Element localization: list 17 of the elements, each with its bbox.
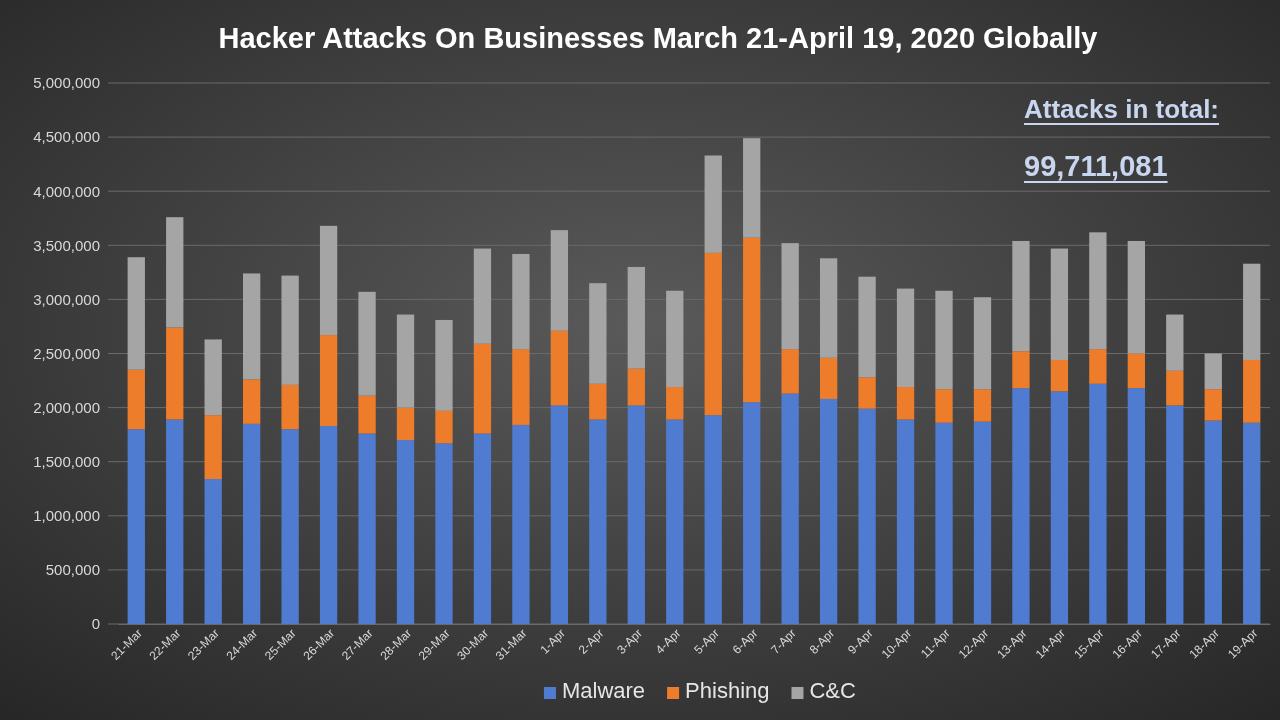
annotation: Attacks in total: — [1024, 94, 1220, 124]
y-tick-label: 3,500,000 — [33, 236, 100, 254]
y-tick-label: 4,000,000 — [33, 182, 100, 200]
y-tick-label: 1,000,000 — [33, 507, 100, 525]
legend-label: Malware — [561, 678, 646, 703]
y-tick-label: 0 — [91, 615, 100, 633]
legend-label: Phishing — [685, 678, 770, 703]
y-tick-label: 1,500,000 — [33, 453, 100, 470]
legend-label: C&C — [809, 678, 857, 703]
y-tick-label: 2,000,000 — [33, 398, 100, 416]
chart-title: Hacker Attacks On Businesses March 21-April 19, 2020 Globally — [218, 22, 1098, 54]
y-tick-label: 3,000,000 — [33, 290, 100, 308]
y-tick-label: 4,500,000 — [33, 128, 100, 146]
y-tick-label: 500,000 — [45, 561, 100, 579]
annotation: 99,711,081 — [1024, 150, 1168, 182]
y-tick-label: 5,000,000 — [33, 74, 100, 92]
y-tick-label: 2,500,000 — [33, 344, 100, 362]
